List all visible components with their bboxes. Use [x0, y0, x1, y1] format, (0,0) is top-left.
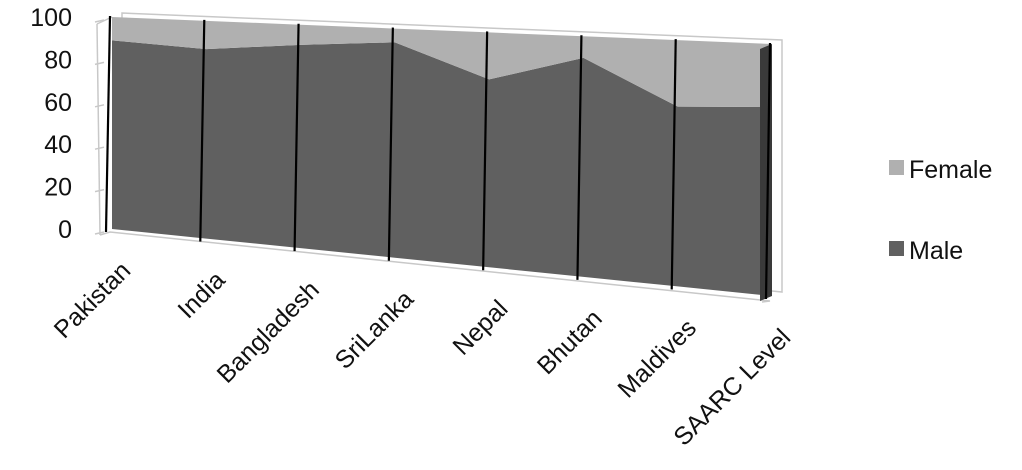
legend-swatch-female [889, 160, 904, 175]
x-tick-label: India [172, 266, 230, 324]
y-tick-mark [94, 19, 105, 23]
x-tick-label: SriLanka [330, 285, 420, 375]
series-male-area [112, 40, 772, 296]
divider-line [387, 27, 394, 261]
x-tick-label: Bangladesh [212, 276, 325, 389]
series-female-area [112, 17, 772, 107]
y-tick-mark [94, 231, 105, 235]
y-tick-label: 40 [44, 131, 72, 159]
y-tick-mark [94, 146, 105, 150]
y-tick-mark [94, 104, 105, 108]
y-tick-label: 20 [44, 174, 72, 202]
x-tick-label: Bhutan [532, 304, 608, 380]
divider-line [293, 23, 300, 252]
y-tick-label: 60 [44, 89, 72, 117]
side-wall-edge [96, 23, 101, 236]
y-tick-mark [94, 188, 105, 193]
divider-line [199, 19, 206, 242]
y-axis: 0 20 40 60 80 100 [30, 4, 105, 244]
x-tick-label: Maldives [612, 314, 702, 404]
y-tick-label: 0 [58, 216, 72, 244]
legend-swatch-male [889, 241, 904, 256]
legend-label-male: Male [909, 237, 963, 265]
legend: Female Male [889, 156, 992, 265]
divider-line [482, 31, 489, 271]
divider-line [764, 42, 772, 300]
category-dividers [104, 15, 772, 300]
x-tick-label: Pakistan [49, 256, 137, 344]
y-tick-mark [94, 61, 105, 66]
y-tick-label: 80 [44, 46, 72, 74]
floor-edge [99, 231, 771, 303]
y-tick-label: 100 [30, 4, 72, 32]
x-tick-label: Nepal [447, 295, 513, 361]
divider-line [576, 35, 583, 280]
legend-label-female: Female [909, 156, 992, 184]
divider-line [670, 39, 677, 290]
divider-line [104, 15, 112, 233]
